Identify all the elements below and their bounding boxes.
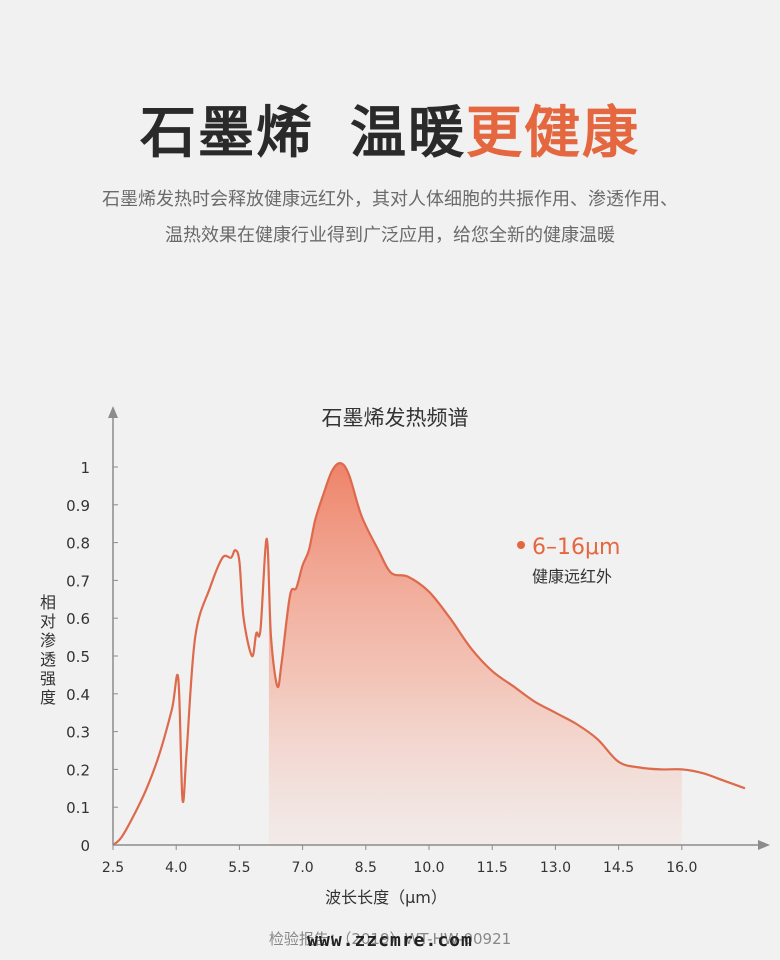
y-tick-label: 1	[80, 459, 90, 477]
annotation-dot	[517, 541, 525, 549]
chart-axes	[108, 406, 770, 850]
x-tick-label: 11.5	[477, 860, 508, 876]
annotation-range: 6–16μm	[532, 535, 620, 560]
x-tick-label: 2.5	[102, 860, 124, 876]
y-axis-label-char: 相	[40, 593, 56, 612]
y-tick-label: 0.2	[66, 761, 90, 779]
watermark: 检验报告：（2019）WT-HW-00921 www.zzcmre.com	[0, 928, 780, 951]
y-axis-label-char: 强	[40, 669, 56, 688]
chart-title: 石墨烯发热频谱	[322, 406, 469, 430]
x-tick-label: 16.0	[666, 860, 697, 876]
x-tick-label: 14.5	[603, 860, 634, 876]
headline-part1: 石墨烯	[140, 101, 314, 166]
page-description: 石墨烯发热时会释放健康远红外，其对人体细胞的共振作用、渗透作用、 温热效果在健康…	[30, 182, 750, 254]
highlight-area-fill	[268, 463, 682, 845]
y-tick-label: 0.1	[66, 799, 90, 817]
page-headline: 石墨烯 温暖更健康	[0, 88, 780, 169]
watermark-site: www.zzcmre.com	[307, 930, 473, 951]
watermark-text: 检验报告：（2019）WT-HW-00921	[268, 930, 512, 948]
x-tick-label: 13.0	[540, 860, 571, 876]
x-tick-label: 7.0	[291, 860, 313, 876]
x-tick-label: 8.5	[355, 860, 377, 876]
y-axis-label-char: 度	[40, 688, 56, 707]
y-tick-label: 0.5	[66, 648, 90, 666]
y-tick-label: 0	[80, 837, 90, 855]
annotation-label: 健康远红外	[532, 567, 612, 586]
x-axis-label: 波长长度（μm）	[325, 888, 447, 907]
headline-accent: 更健康	[466, 101, 640, 166]
y-axis-arrow	[108, 406, 118, 418]
y-tick-label: 0.7	[66, 572, 90, 590]
spectrum-curve	[112, 462, 746, 846]
y-axis-label-char: 对	[40, 612, 56, 631]
y-axis-label-char: 渗	[40, 631, 56, 650]
x-axis-arrow	[758, 840, 770, 850]
y-tick-label: 0.8	[66, 535, 90, 553]
chart-ticks: 2.5 4.0 5.5 7.0 8.5 10.0 11.5 13.0 14.5 16.0 0 0.1 0…	[66, 459, 697, 876]
x-tick-label: 5.5	[228, 860, 250, 876]
description-line-2: 温热效果在健康行业得到广泛应用，给您全新的健康温暖	[165, 225, 615, 246]
x-tick-label: 10.0	[413, 860, 444, 876]
description-line-1: 石墨烯发热时会释放健康远红外，其对人体细胞的共振作用、渗透作用、	[102, 189, 678, 210]
y-tick-label: 0.3	[66, 724, 90, 742]
y-axis-label-char: 透	[40, 650, 56, 669]
y-tick-label: 0.4	[66, 686, 90, 704]
y-tick-label: 0.9	[66, 497, 90, 515]
x-tick-label: 4.0	[165, 860, 187, 876]
y-tick-label: 0.6	[66, 610, 90, 628]
headline-part2: 温暖	[350, 101, 466, 166]
